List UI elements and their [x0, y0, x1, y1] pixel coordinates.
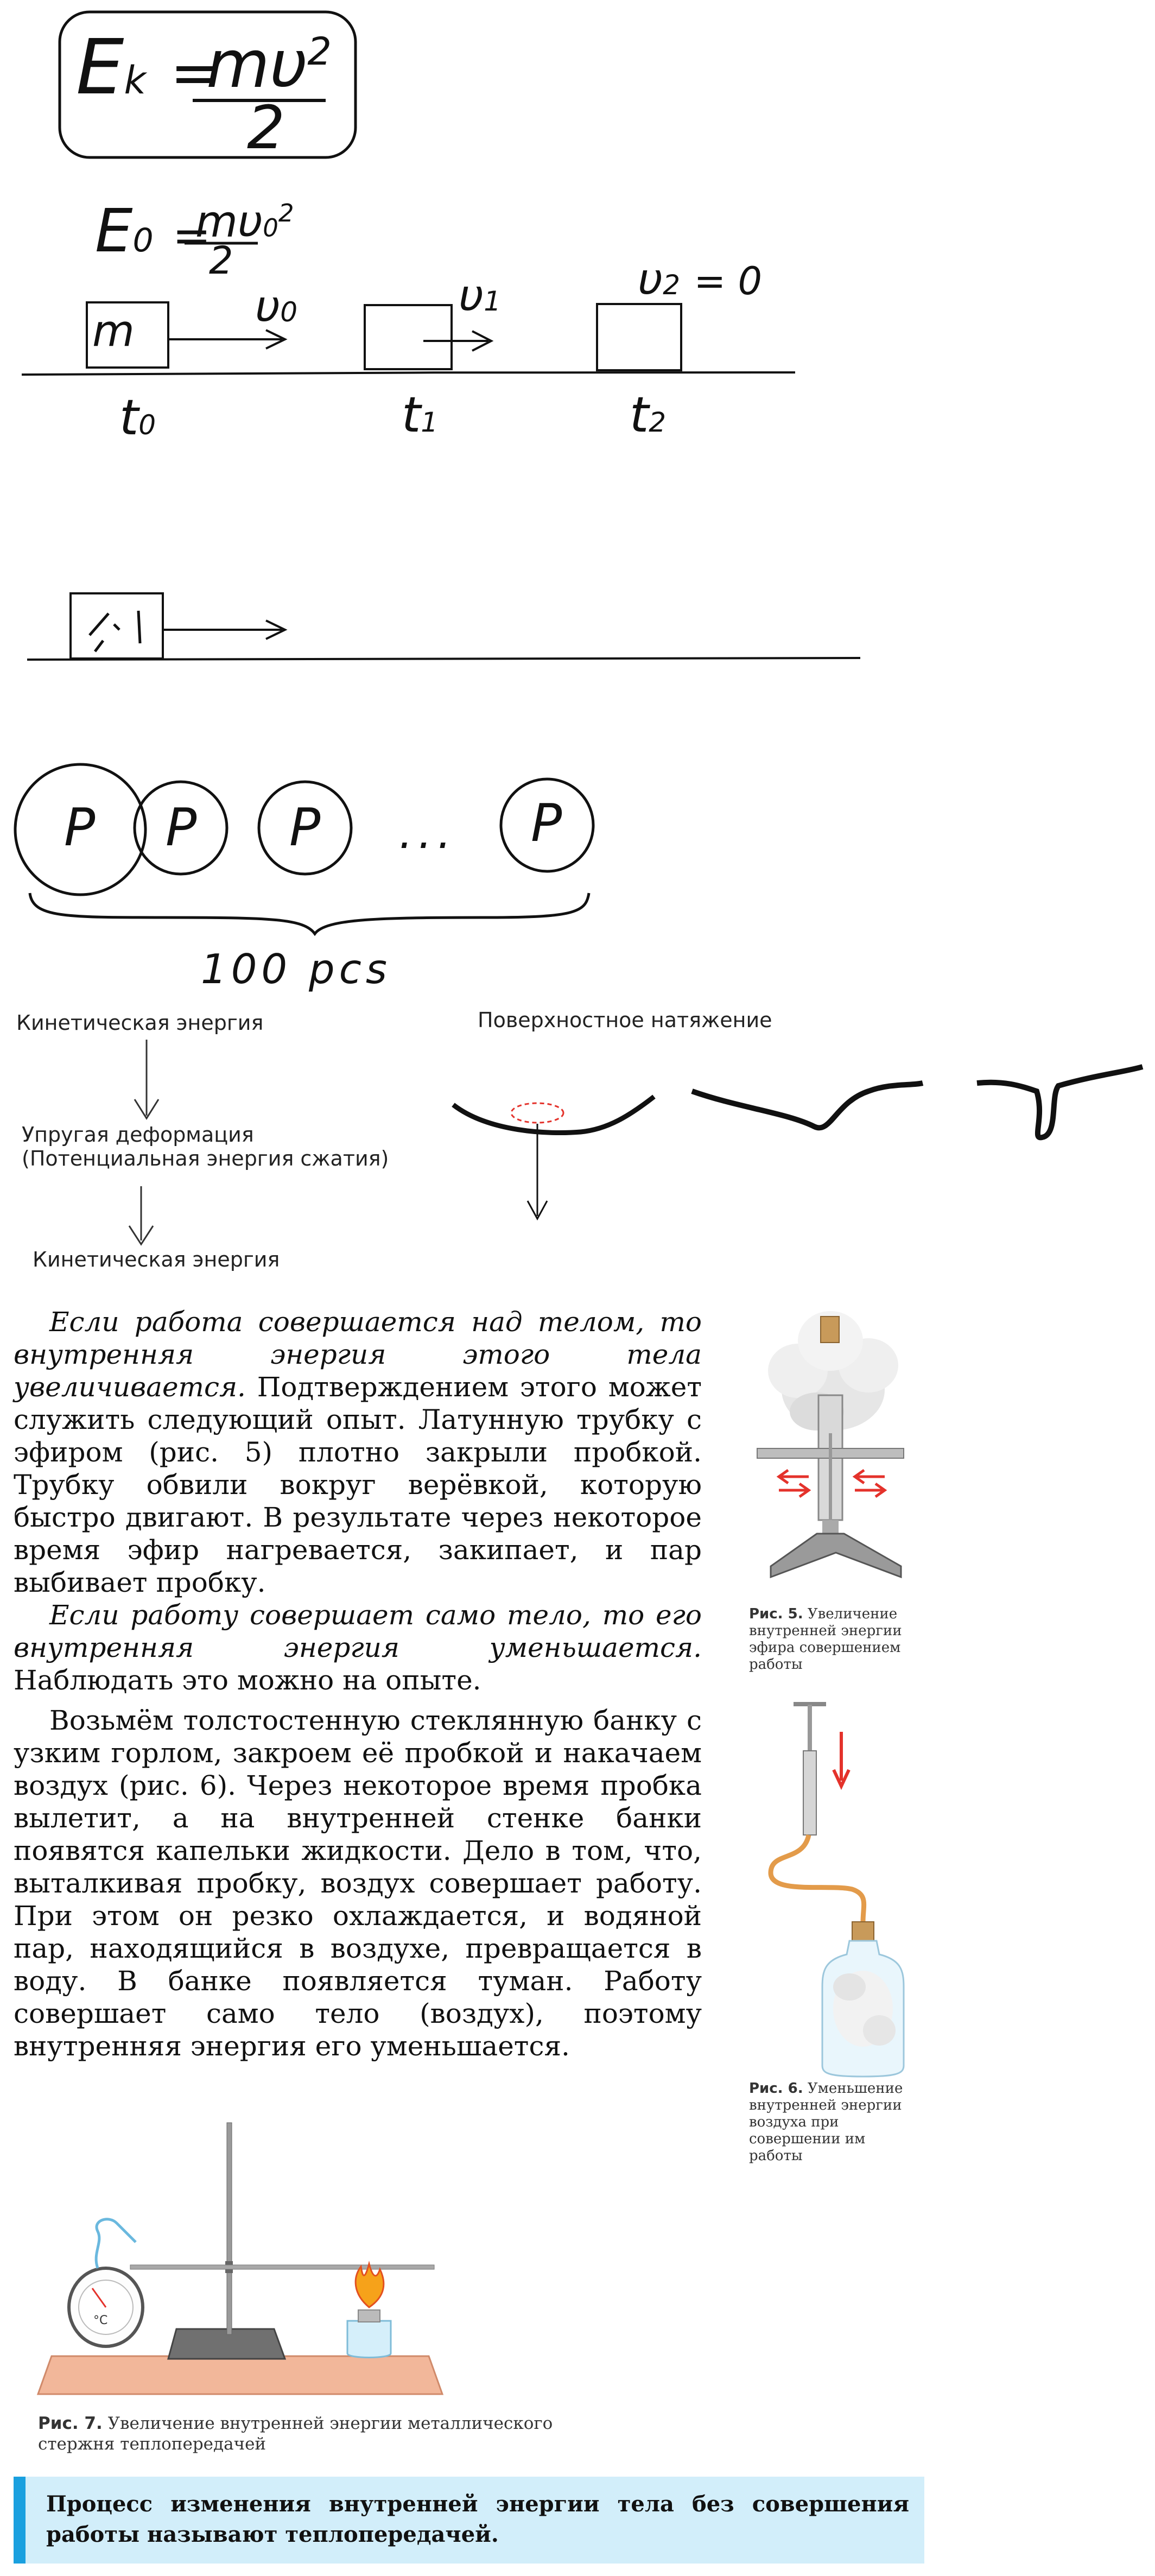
block-t1	[364, 304, 453, 370]
time-t0: t0	[119, 389, 156, 446]
fig7-illustration	[36, 2122, 444, 2395]
textbook-body: Если работа совершается над телом, то вн…	[14, 1306, 702, 2062]
block-scribble	[88, 610, 142, 653]
brace-label: 100 pcs	[201, 945, 391, 993]
definition-bar	[14, 2477, 26, 2564]
circle-label-4: P	[531, 794, 562, 853]
flow-kinetic-1: Кинетическая энергия	[16, 1011, 264, 1035]
fig6-caption: Рис. 6. Уменьшение внутренней энергии во…	[749, 2080, 903, 2164]
surface-curve-2	[691, 1080, 924, 1131]
formula-ek: Ek =	[76, 23, 220, 112]
formula-frame	[58, 10, 357, 159]
circle-label-1: P	[64, 798, 96, 858]
flow-arrow-2	[128, 1186, 154, 1246]
circle-label-3: P	[289, 798, 321, 858]
arrow-deformed	[163, 619, 288, 640]
ground-line-1	[21, 371, 796, 376]
fig5-caption: Рис. 5. Увеличение внутренней энергии эф…	[749, 1606, 902, 1673]
arrow-v0	[168, 329, 288, 350]
flow-kinetic-2: Кинетическая энергия	[33, 1248, 280, 1271]
formula-ek-numerator: mυ2	[206, 27, 332, 103]
brace	[28, 893, 591, 936]
surface-drop	[510, 1102, 564, 1124]
thermometer-unit: °C	[93, 2314, 108, 2327]
arrow-v1	[423, 330, 494, 352]
block-mass-label: m	[92, 306, 135, 356]
flow-arrow-1	[134, 1040, 160, 1120]
fig7-caption: Рис. 7. Увеличение внутренней энергии ме…	[38, 2414, 553, 2454]
surface-curve-3	[976, 1064, 1144, 1141]
formula-e0-denominator: 2	[209, 238, 233, 283]
definition-box	[14, 2477, 924, 2564]
circle-3	[257, 780, 353, 876]
paragraph-3: Возьмём толстостенную стеклянную банку с…	[14, 1705, 702, 2062]
flow-elastic: Упругая деформация	[22, 1123, 254, 1147]
circle-ellipsis: ...	[399, 808, 457, 858]
circle-4	[499, 777, 595, 873]
velocity-v0: υ0	[255, 281, 298, 332]
surface-force-arrow	[526, 1124, 548, 1221]
flow-potential: (Потенциальная энергия сжатия)	[22, 1147, 389, 1170]
velocity-v2: υ2 = 0	[638, 254, 762, 305]
surface-tension-title: Поверхностное натяжение	[478, 1008, 772, 1032]
time-t1: t1	[402, 387, 439, 444]
circle-2	[133, 780, 229, 876]
formula-e0-numerator: mυ02	[195, 196, 294, 247]
definition-text: Процесс изменения внутренней энергии тел…	[46, 2491, 909, 2547]
time-t2: t2	[630, 387, 667, 444]
fig6-illustration	[768, 1702, 905, 2078]
surface-curve-1	[452, 1094, 656, 1136]
fig5-illustration	[757, 1311, 904, 1579]
velocity-v1: υ1	[459, 270, 502, 321]
block-t0	[86, 301, 169, 369]
block-deformed	[69, 592, 164, 660]
formula-ek-denominator: 2	[247, 93, 285, 162]
circle-1	[14, 763, 147, 896]
formula-e0: E0 =	[95, 196, 211, 265]
paragraph-2: Если работу совершает само тело, то его …	[14, 1599, 702, 1696]
paragraph-1: Если работа совершается над телом, то вн…	[14, 1306, 702, 1598]
circle-label-2: P	[166, 798, 197, 858]
block-t2	[596, 303, 682, 371]
